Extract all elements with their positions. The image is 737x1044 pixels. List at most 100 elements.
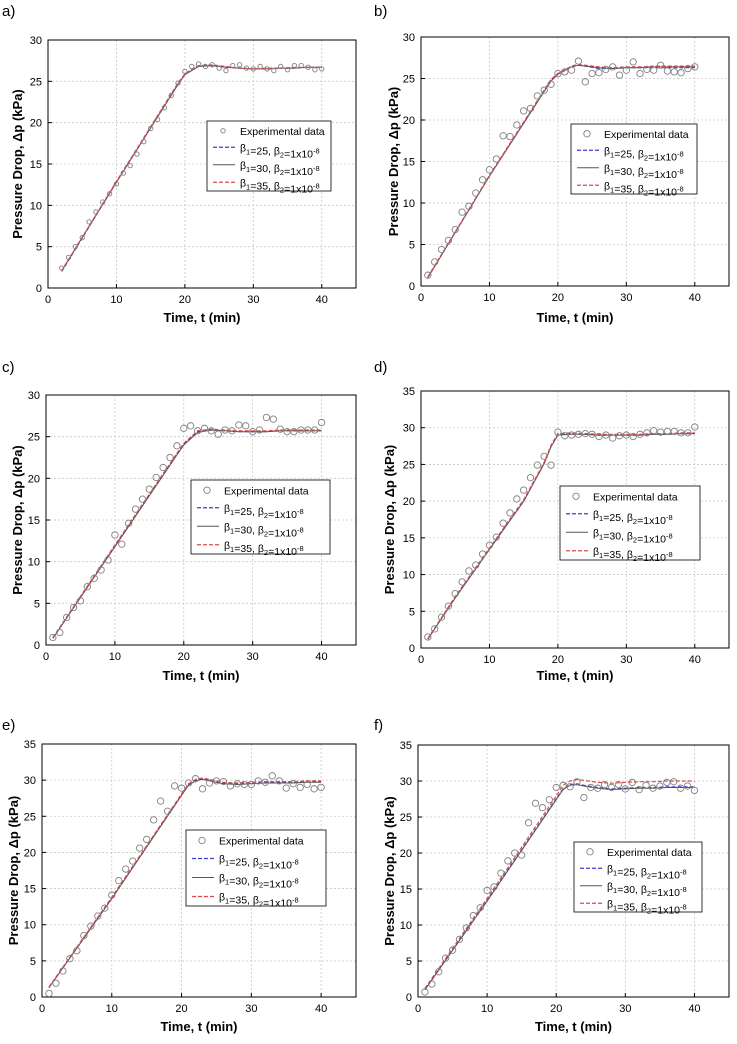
experimental-point — [311, 426, 319, 434]
experimental-point — [526, 473, 535, 482]
y-tick-label: 25 — [28, 432, 40, 444]
chart-panel-3: c) 0 10 20 30 40 0 5 10 15 20 25 30 Time, t (min) Pres… — [2, 359, 357, 683]
legend-text-part: =35, — [614, 183, 638, 195]
experimental-point — [635, 785, 643, 794]
x-tick-label: 30 — [245, 1003, 257, 1015]
experimental-point — [531, 799, 540, 807]
experimental-point — [255, 426, 264, 434]
legend-text-part: β — [627, 549, 633, 561]
experimental-point — [136, 844, 144, 852]
y-tick-label: 10 — [30, 200, 42, 212]
x-tick-label: 10 — [483, 654, 495, 666]
x-tick-label: 0 — [415, 1003, 421, 1015]
experimental-point — [455, 935, 464, 944]
experimental-point — [131, 505, 140, 513]
experimental-point — [581, 429, 589, 438]
legend-label-beta1-35: β1=35, β2=1x10-8 — [240, 177, 320, 195]
y-tick-label: 15 — [30, 159, 42, 171]
legend-label-beta1-25: β1=25, β2=1x10-8 — [219, 854, 299, 872]
experimental-point — [297, 426, 305, 434]
legend-text-part: 1 — [246, 147, 250, 156]
experimental-point — [73, 947, 81, 955]
legend-text-part: 1 — [230, 545, 234, 554]
legend-text-part: =1x10 — [651, 869, 680, 881]
legend-text-part: =35, — [250, 180, 274, 192]
y-tick-label: 0 — [409, 281, 415, 293]
y-tick-label: 30 — [403, 423, 415, 435]
experimental-point — [193, 427, 202, 435]
experimental-point — [622, 66, 630, 74]
experimental-point — [303, 780, 311, 789]
legend-label-beta1-35: β1=35, β2=1x10-8 — [604, 180, 684, 198]
series-line-beta1-30 — [424, 784, 695, 991]
experimental-point — [59, 967, 67, 975]
legend-text-part: 2 — [644, 171, 648, 180]
legend-text-part: 2 — [647, 889, 651, 898]
experimental-point — [602, 431, 610, 439]
experimental-point — [629, 58, 637, 66]
experimental-point — [170, 782, 179, 790]
plot-frame — [420, 390, 730, 649]
legend-label-beta1-25: β1=25, β2=1x10-8 — [224, 503, 304, 521]
experimental-point — [691, 423, 699, 431]
experimental-point — [290, 428, 298, 436]
legend-text-part: 2 — [280, 168, 284, 177]
chart-panel-6: f) 0 10 20 30 40 0 5 10 15 20 25 30 35 Time, t (min) Pr… — [374, 717, 730, 1034]
experimental-point — [59, 265, 65, 271]
legend-box — [190, 479, 331, 555]
experimental-point — [483, 886, 491, 895]
experimental-point — [485, 541, 494, 549]
y-tick-label: 15 — [400, 884, 412, 896]
experimental-point — [289, 780, 297, 788]
experimental-point — [276, 425, 284, 433]
legend-text-part: -8 — [666, 550, 673, 559]
legend-text-part: β — [240, 160, 246, 172]
x-tick-label: 10 — [481, 1003, 493, 1015]
experimental-point — [684, 64, 692, 73]
legend-text-part: -8 — [313, 164, 320, 173]
experimental-point — [587, 783, 595, 792]
legend-box — [573, 841, 703, 913]
legend-text-part: 1 — [613, 903, 617, 912]
legend-text-part: β — [607, 881, 613, 893]
legend-label-experimental: Experimental data — [593, 491, 678, 503]
y-tick-label: 15 — [403, 533, 415, 545]
legend-text-part: 2 — [633, 554, 637, 563]
experimental-point — [465, 567, 473, 575]
experimental-point — [175, 80, 181, 86]
legend-text-part: 1 — [225, 897, 229, 906]
experimental-point — [242, 422, 250, 430]
legend-text-part: -8 — [297, 544, 304, 553]
experimental-point — [554, 69, 562, 78]
y-tick-label: 30 — [403, 32, 415, 44]
experimental-point — [499, 519, 507, 527]
experimental-point — [101, 904, 109, 912]
legend-text-part: =35, — [617, 901, 641, 913]
y-tick-label: 0 — [409, 643, 415, 655]
experimental-point — [156, 797, 165, 805]
legend-text-part: =30, — [234, 524, 258, 536]
experimental-point — [125, 519, 133, 527]
experimental-point — [462, 924, 471, 932]
x-axis-label: Time, t (min) — [535, 1019, 612, 1034]
x-tick-label: 40 — [315, 651, 327, 663]
legend-text-part: =25, — [614, 148, 638, 160]
y-tick-label: 0 — [406, 992, 412, 1004]
y-tick-label: 10 — [403, 570, 415, 582]
legend-text-part: 1 — [225, 878, 229, 887]
experimental-point — [200, 424, 209, 432]
legend-text-part: β — [274, 145, 280, 157]
experimental-point — [134, 151, 140, 157]
y-tick-label: 5 — [36, 242, 42, 254]
experimental-point — [138, 495, 147, 503]
experimental-point — [424, 633, 432, 641]
legend-text-part: 2 — [647, 906, 651, 915]
y-tick-label: 25 — [30, 76, 42, 88]
x-tick-label: 0 — [418, 292, 424, 304]
legend-text-part: β — [240, 142, 246, 154]
experimental-point — [643, 65, 651, 74]
legend-text-part: β — [627, 512, 633, 524]
legend-text-part: 2 — [633, 535, 637, 544]
legend-label-beta1-30: β1=30, β2=1x10-8 — [607, 881, 687, 899]
